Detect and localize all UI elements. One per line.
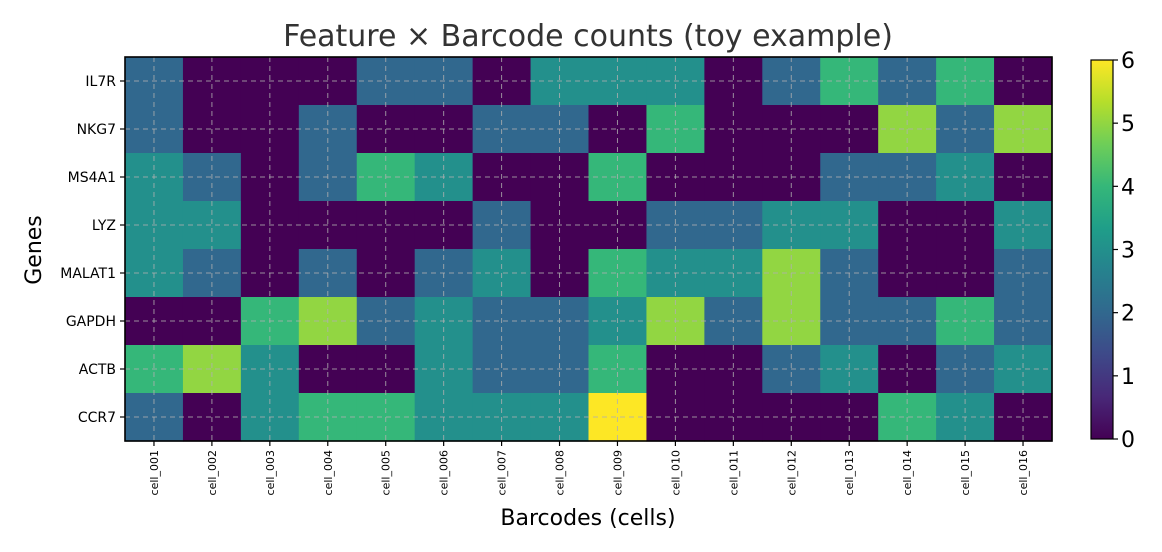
colorbar-tick-label: 6 — [1121, 49, 1135, 74]
x-tick-label: cell_008 — [554, 450, 567, 495]
y-axis-ticks: IL7R NKG7 MS4A1 LYZ MALAT1 GAPDH ACTB CCR7 — [60, 74, 125, 426]
x-tick-label: cell_015 — [959, 450, 972, 495]
grid-lines — [125, 57, 1052, 441]
colorbar-tick-label: 0 — [1121, 428, 1135, 453]
plot-frame — [124, 56, 1053, 442]
colorbar: 0 1 2 3 4 5 6 — [1090, 49, 1135, 453]
x-tick-label: cell_012 — [785, 450, 798, 495]
y-tick-label: CCR7 — [78, 410, 116, 426]
x-tick-label: cell_013 — [843, 450, 856, 495]
x-tick-label: cell_010 — [669, 450, 682, 495]
colorbar-tick-label: 2 — [1121, 302, 1135, 327]
colorbar-tick-label: 3 — [1121, 239, 1135, 264]
colorbar-gradient — [1090, 59, 1114, 440]
x-axis-ticks: cell_001 cell_002 cell_003 cell_004 cell_005… — [148, 441, 1030, 495]
x-tick-label: cell_002 — [206, 450, 219, 495]
x-tick-label: cell_009 — [611, 450, 624, 495]
x-tick-label: cell_014 — [901, 450, 914, 495]
colorbar-tick-label: 5 — [1121, 112, 1135, 137]
y-tick-label: IL7R — [85, 74, 116, 90]
y-tick-label: MS4A1 — [68, 170, 116, 186]
x-tick-label: cell_006 — [438, 450, 451, 495]
y-tick-label: NKG7 — [77, 122, 116, 138]
y-tick-label: GAPDH — [66, 314, 116, 330]
x-tick-label: cell_016 — [1017, 450, 1030, 495]
y-tick-label: MALAT1 — [60, 266, 116, 282]
x-tick-label: cell_011 — [727, 450, 740, 495]
colorbar-tick-label: 1 — [1121, 365, 1135, 390]
x-tick-label: cell_003 — [264, 450, 277, 495]
x-tick-label: cell_001 — [148, 450, 161, 495]
chart-title: Feature × Barcode counts (toy example) — [283, 19, 893, 54]
x-tick-label: cell_005 — [380, 450, 393, 495]
y-axis-label: Genes — [22, 215, 47, 285]
x-tick-label: cell_007 — [496, 450, 509, 495]
colorbar-tick-label: 4 — [1121, 175, 1135, 200]
y-tick-label: LYZ — [92, 218, 116, 234]
heatmap-cells — [125, 57, 1053, 442]
x-axis-label: Barcodes (cells) — [500, 506, 675, 531]
x-tick-label: cell_004 — [322, 450, 335, 495]
y-tick-label: ACTB — [79, 362, 116, 378]
